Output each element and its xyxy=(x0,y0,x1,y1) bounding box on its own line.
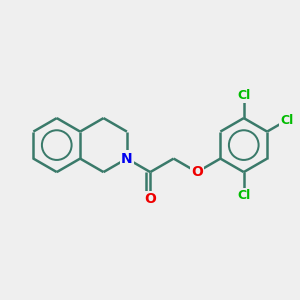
Text: O: O xyxy=(191,165,203,179)
Text: Cl: Cl xyxy=(280,114,294,127)
Text: Cl: Cl xyxy=(237,89,250,102)
Text: O: O xyxy=(144,192,156,206)
Text: Cl: Cl xyxy=(237,188,250,202)
Text: N: N xyxy=(121,152,133,166)
